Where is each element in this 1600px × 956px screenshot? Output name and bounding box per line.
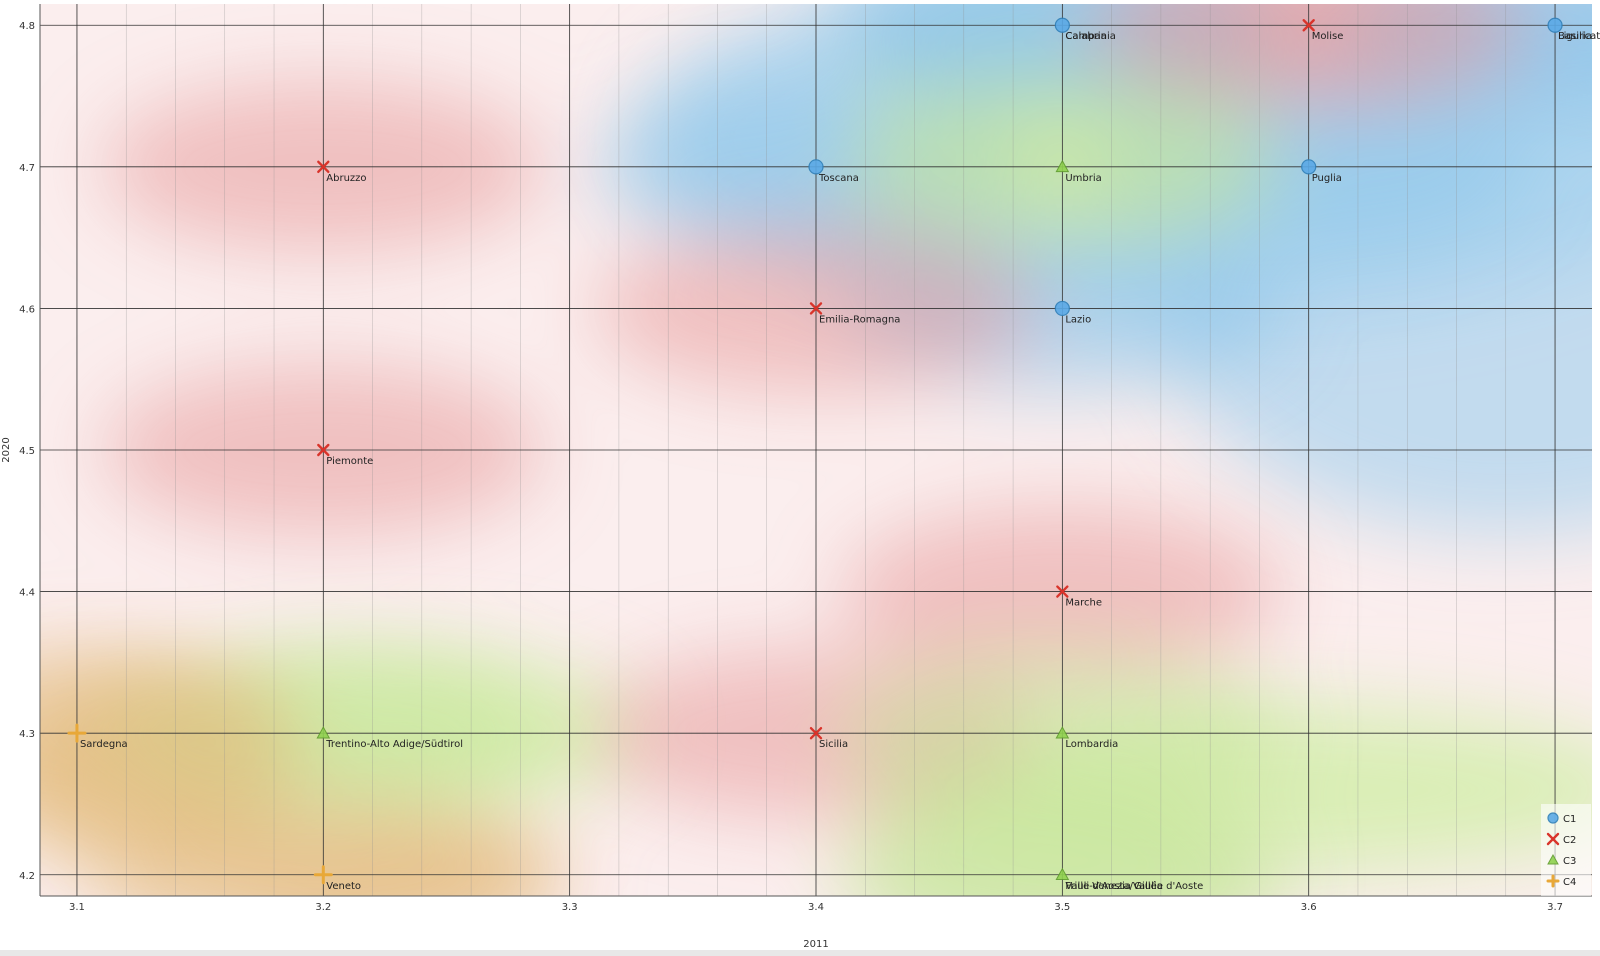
y-tick-label: 4.2 [19,871,35,882]
point-label: Emilia-Romagna [819,314,900,325]
y-tick-label: 4.6 [19,304,35,315]
point-label: Sardegna [80,739,128,750]
circle-mark [1547,812,1559,824]
legend-entry-label: C1 [1563,814,1576,825]
marker-cross [317,160,330,174]
marker-circle [1301,159,1317,175]
point-label: Umbria [1065,173,1101,184]
point-label: Marche [1065,598,1102,609]
point-label: Campania [1065,31,1116,42]
cross-stroke [317,443,330,457]
marker-circle [1054,300,1070,317]
x-tick-label: 3.1 [69,902,85,913]
marker-cross [1546,832,1560,846]
marker-circle [1547,812,1559,824]
marker-circle [1547,17,1563,33]
circle-mark [1301,159,1317,175]
marker-triangle [316,726,331,739]
point-label: Abruzzo [326,173,366,184]
point-label: Piemonte [326,456,373,467]
legend-entry-label: C3 [1563,856,1576,867]
y-axis-label: 2020 [1,437,12,462]
point-label: Toscana [818,173,859,184]
point-label: Lombardia [1065,739,1118,750]
cross-stroke [809,302,823,315]
cross-stroke [317,160,330,174]
cross-stroke [809,726,823,740]
marker-cross [1056,585,1069,598]
marker-cross [317,443,330,457]
marker-circle [1054,17,1070,33]
point-label: Lazio [1065,314,1091,325]
y-tick-label: 4.5 [19,446,35,457]
y-tick-label: 4.7 [19,163,35,174]
point-label: Veneto [326,881,361,892]
triangle-mark [1055,867,1070,881]
y-tick-label: 4.3 [19,729,35,740]
triangle-mark [1547,853,1559,865]
marker-cross [1302,19,1315,32]
legend-entry-label: C4 [1563,877,1576,888]
marker-triangle [1055,867,1070,881]
marker-cross [809,302,823,315]
x-tick-label: 3.5 [1054,902,1070,913]
marker-plus [313,865,333,885]
y-tick-label: 4.4 [19,588,35,599]
circle-mark [1054,17,1070,33]
point-label: Liguria [1558,31,1592,42]
legend-entry-label: C2 [1563,835,1576,846]
window-bottom-edge [0,950,1600,956]
marker-triangle [1547,853,1559,865]
x-tick-label: 3.2 [315,902,331,913]
x-axis-label: 2011 [803,939,828,950]
circle-mark [1054,300,1070,317]
marker-plus [1546,874,1560,888]
triangle-mark [1055,159,1070,173]
marker-circle [808,159,824,175]
marker-plus [67,723,87,743]
x-tick-label: 3.4 [808,902,824,913]
cross-stroke [1546,832,1560,846]
point-label: Basilicata [1558,31,1600,42]
cross-stroke [1056,585,1069,598]
y-tick-label: 4.8 [19,21,35,32]
point-label: Puglia [1312,173,1342,184]
axes: 3.1 3.2 3.3 3.4 3.5 3.6 3.7 4.2 4.3 4.4 4.5 4.6 4.7 4… [19,4,1592,913]
point-label: Valle d'Aosta/Vallée d'Aoste [1065,880,1203,892]
point-label: Molise [1312,31,1344,42]
point-label: Trentino-Alto Adige/Südtirol [325,739,463,750]
triangle-mark [1055,726,1070,739]
point-label: Friuli-Venezia Giulia [1065,881,1162,892]
marker-cross [809,726,823,740]
cross-stroke [1302,19,1315,32]
legend: C1 C2 C3 C4 [1541,804,1591,896]
circle-mark [808,159,824,175]
x-tick-label: 3.7 [1547,902,1563,913]
point-label: Sicilia [819,739,848,750]
x-tick-label: 3.6 [1301,902,1317,913]
x-tick-label: 3.3 [562,902,578,913]
triangle-mark [316,726,331,739]
marker-triangle [1055,726,1070,739]
circle-mark [1547,17,1563,33]
marker-triangle [1055,159,1070,173]
point-label: Calabria [1065,31,1106,42]
